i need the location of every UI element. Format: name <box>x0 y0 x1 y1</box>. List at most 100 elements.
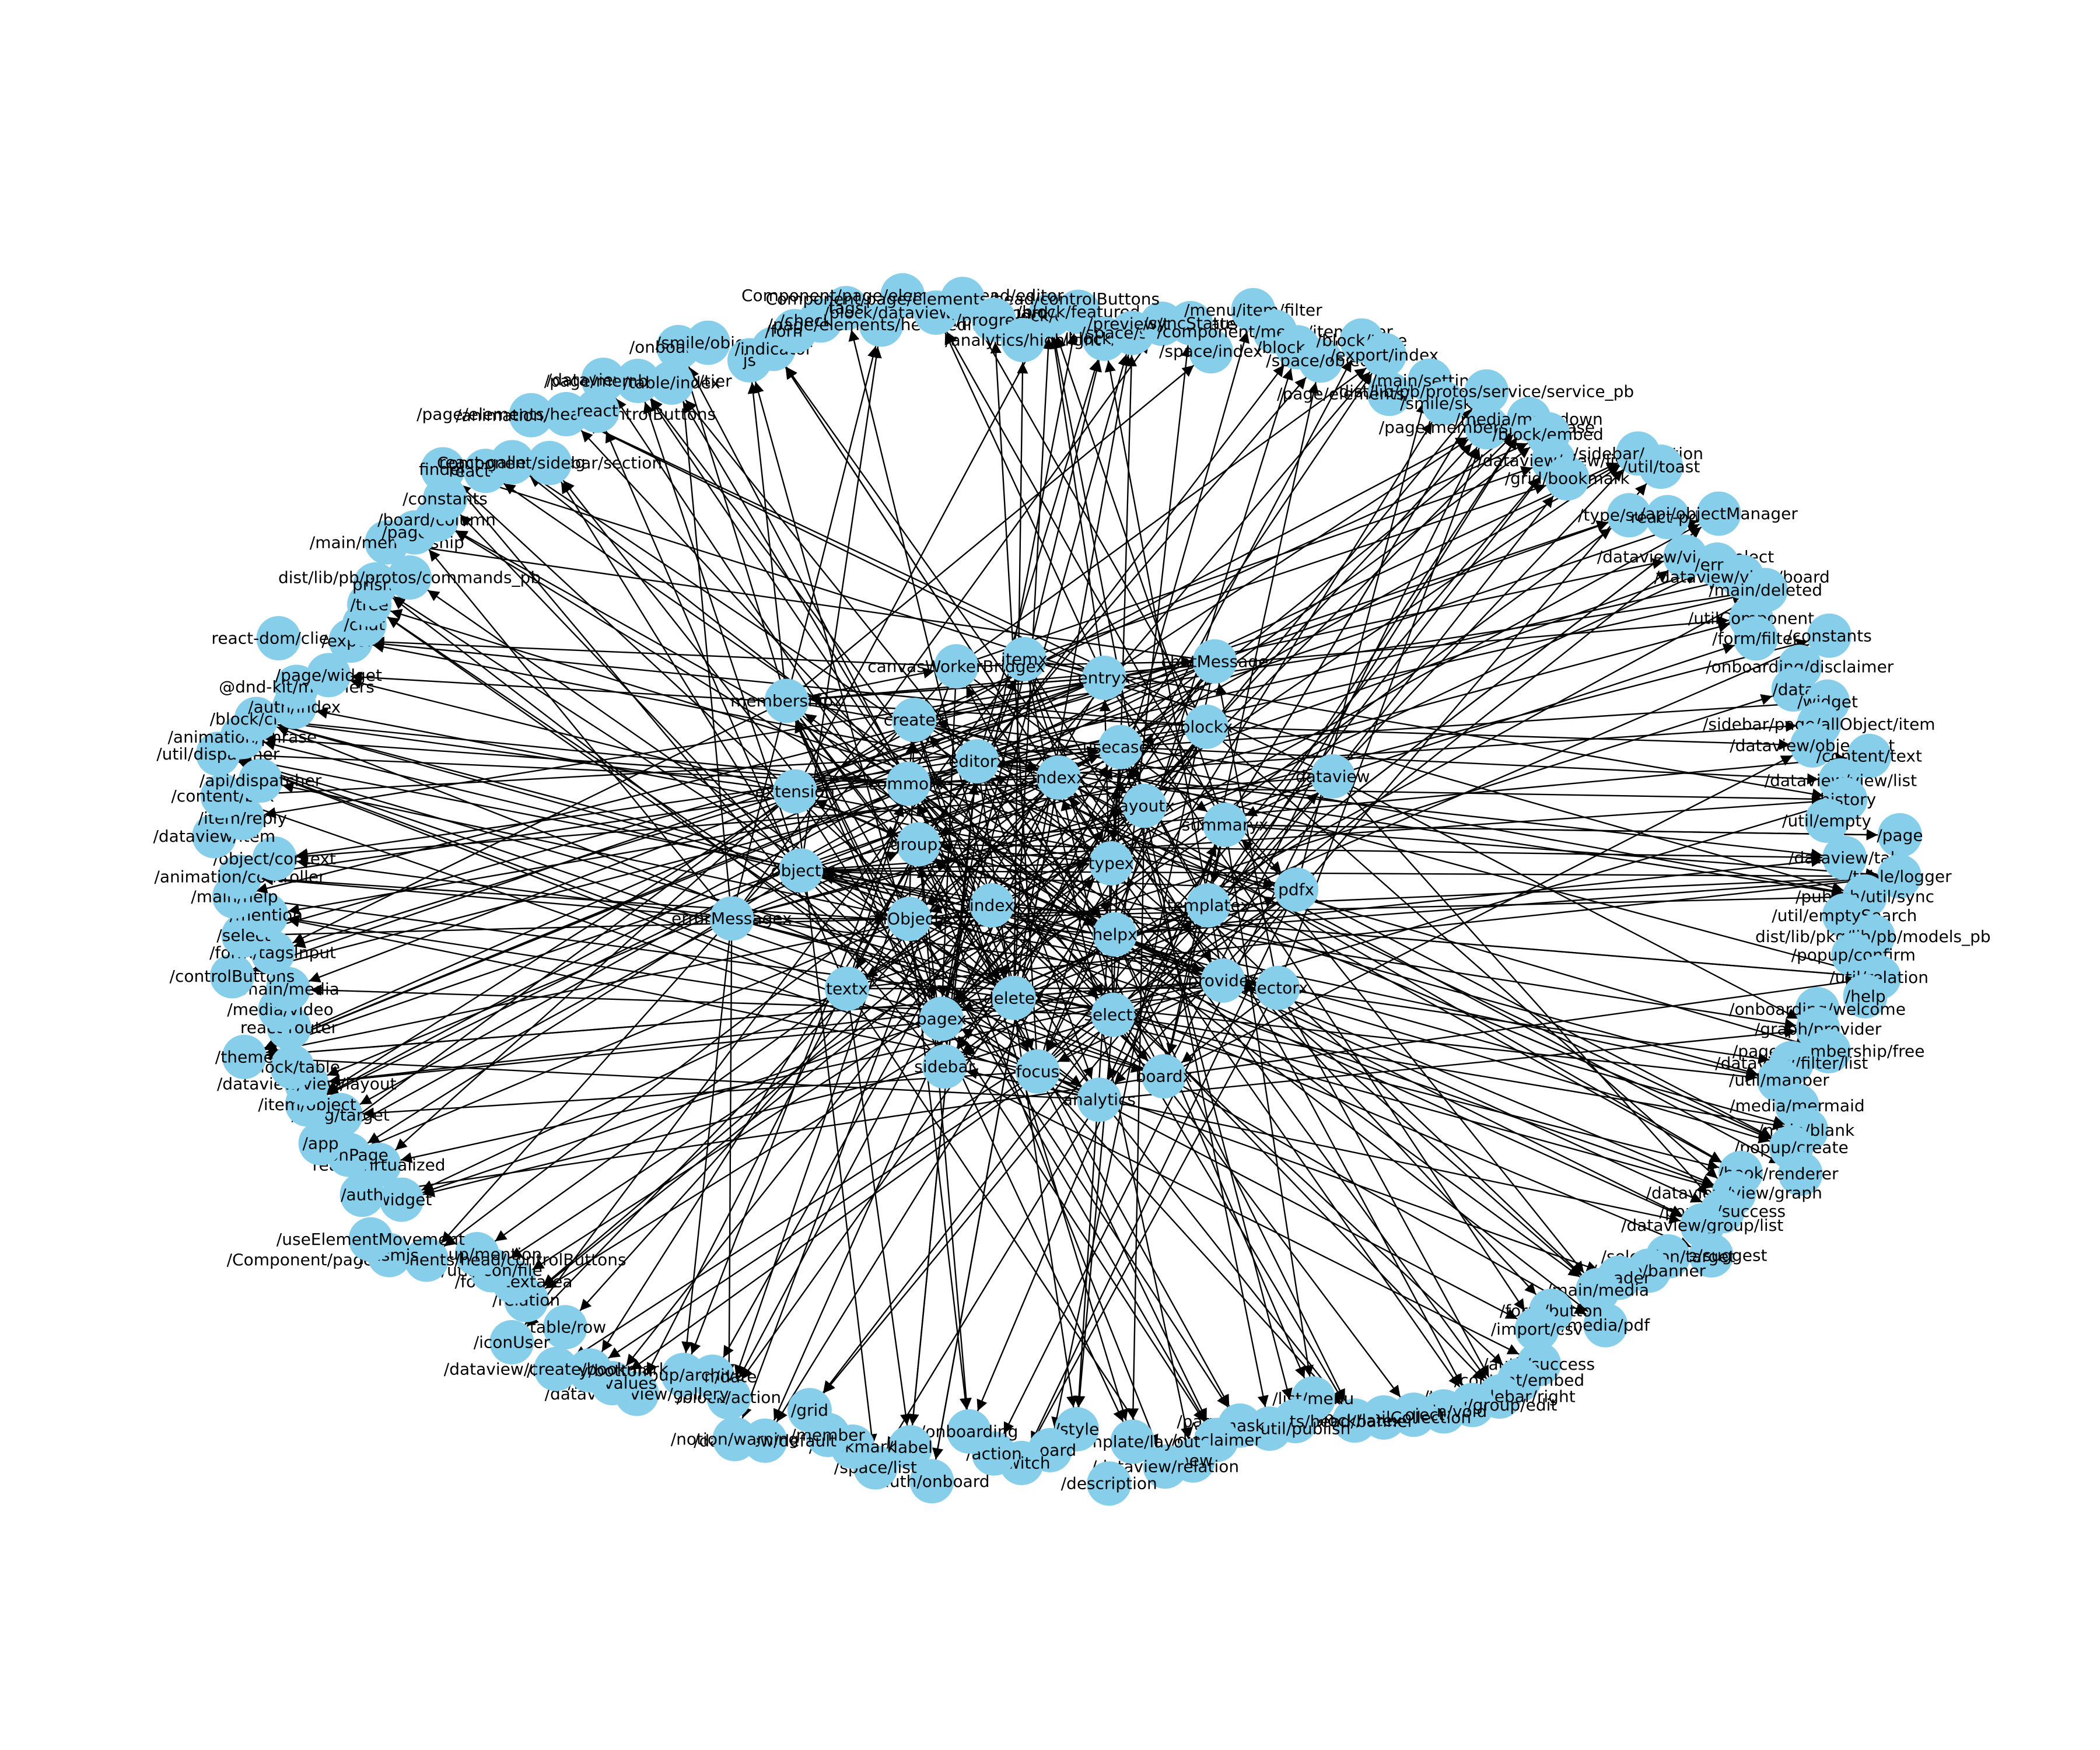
graph-edge <box>1127 877 1582 1276</box>
node-label: /util/emptySearch <box>1772 906 1917 925</box>
node-label: templatex <box>1167 896 1250 915</box>
graph-edge <box>998 519 1698 755</box>
graph-edge <box>1046 1091 1208 1420</box>
graph-node: /block/featured <box>1017 289 1140 334</box>
node-circle <box>991 975 1036 1020</box>
node-circle <box>318 1093 363 1138</box>
node-circle <box>919 996 964 1041</box>
graph-node: react-pdf <box>1630 495 1706 540</box>
graph-edge <box>752 923 1720 1171</box>
graph-edge <box>1166 846 1221 1055</box>
graph-edge <box>935 727 1124 800</box>
node-circle <box>387 555 432 600</box>
graph-node: dist/lib/pb/protos/service/service_pb <box>1339 369 1634 414</box>
graph-edge <box>1142 731 1185 745</box>
graph-edge <box>849 1010 912 1426</box>
node-circle <box>1142 1054 1186 1099</box>
graph-edge <box>288 914 920 1016</box>
node-circle <box>896 822 941 867</box>
graph-node: allObjectx <box>868 897 950 942</box>
graph-node: typex <box>1088 841 1134 886</box>
node-label: canvasWorkerBridgex <box>867 657 1045 676</box>
graph-node: index <box>970 883 1014 928</box>
graph-edge <box>1227 846 1314 1377</box>
graph-edge <box>238 761 1017 1065</box>
node-circle <box>1877 813 1922 858</box>
node-circle <box>218 855 262 900</box>
graph-edge <box>1046 746 1198 1052</box>
graph-node: /grid/bookmark <box>1505 456 1630 501</box>
node-circle <box>1192 639 1237 684</box>
node-circle <box>772 769 817 814</box>
node-circle <box>1332 1398 1377 1443</box>
node-circle <box>568 1348 612 1393</box>
node-label: /theme <box>215 1047 274 1066</box>
graph-edge <box>734 864 912 1377</box>
graph-edge <box>1245 785 1313 817</box>
graph-node: /dataview/tab <box>1788 835 1901 880</box>
graph-edge <box>408 541 1193 659</box>
node-label: /dataview/group/list <box>1621 1216 1783 1235</box>
graph-node: sidebar <box>914 1044 975 1089</box>
graph-node: /dataview/view/board <box>1654 554 1830 599</box>
node-circle <box>764 678 809 723</box>
node-label: /help <box>1845 986 1886 1006</box>
graph-edge <box>946 331 1215 806</box>
graph-node: /animation/controller <box>154 855 326 900</box>
graph-edge <box>265 733 1186 1052</box>
node-label: /util/empty <box>1782 811 1871 830</box>
node-circle <box>1606 493 1651 538</box>
graph-edge <box>440 682 943 1244</box>
graph-edge <box>752 638 1808 914</box>
graph-edge <box>503 482 1206 969</box>
graph-edge <box>822 870 1878 882</box>
graph-edge <box>400 984 1202 1164</box>
node-circle <box>527 440 572 485</box>
node-label: /table/row <box>524 1318 606 1337</box>
graph-edge <box>256 682 1083 894</box>
node-label: /media/pdf <box>1562 1315 1651 1335</box>
node-circle <box>1036 755 1081 800</box>
node-label: /constants <box>402 489 488 508</box>
node-circle <box>1093 912 1138 957</box>
node-label: /grid <box>791 1401 828 1420</box>
node-label: /label <box>888 1438 933 1457</box>
graph-node: react-dom/client <box>211 616 346 661</box>
node-circle <box>534 1346 579 1391</box>
graph-node: deletex <box>984 975 1044 1020</box>
graph-edge <box>261 874 710 918</box>
graph-edge <box>373 636 935 666</box>
graph-node: errorMessagex <box>671 896 792 941</box>
node-label: /main/deleted <box>1709 580 1822 600</box>
graph-node: /constants <box>1787 613 1872 658</box>
graph-edge <box>1035 677 1212 963</box>
node-label: vectorx <box>1247 978 1308 998</box>
node-circle <box>1310 754 1355 799</box>
graph-edge <box>752 851 898 911</box>
graph-edge <box>1247 824 1878 841</box>
node-label: groupx <box>890 835 947 854</box>
graph-edge <box>1003 796 1324 1434</box>
graph-node: createx <box>884 698 945 743</box>
graph-node: objectx <box>771 848 831 893</box>
node-circle <box>1877 854 1922 899</box>
graph-edge <box>1142 747 1819 785</box>
node-label: /menu/item/filter <box>1184 300 1322 320</box>
node-circle <box>1200 958 1245 1003</box>
graph-node: /api/objectManager <box>1640 491 1798 536</box>
edge-layer <box>238 317 1878 1460</box>
graph-edge <box>1043 331 1250 1051</box>
graph-node: focus <box>1015 1049 1060 1094</box>
graph-node: editorx <box>949 739 1006 784</box>
node-circle <box>454 1232 499 1277</box>
graph-edge <box>1287 1007 1490 1378</box>
graph-edge <box>369 926 890 1147</box>
graph-edge <box>1221 477 1541 888</box>
node-label: /import/csv <box>1491 1320 1583 1339</box>
node-circle <box>712 1416 757 1461</box>
node-label: /page/membership/free <box>1732 1042 1925 1061</box>
node-label: dataview <box>1296 766 1370 786</box>
node-circle <box>421 447 466 492</box>
node-label: tags <box>828 299 864 318</box>
node-label: /util/mapper <box>1729 1070 1829 1090</box>
